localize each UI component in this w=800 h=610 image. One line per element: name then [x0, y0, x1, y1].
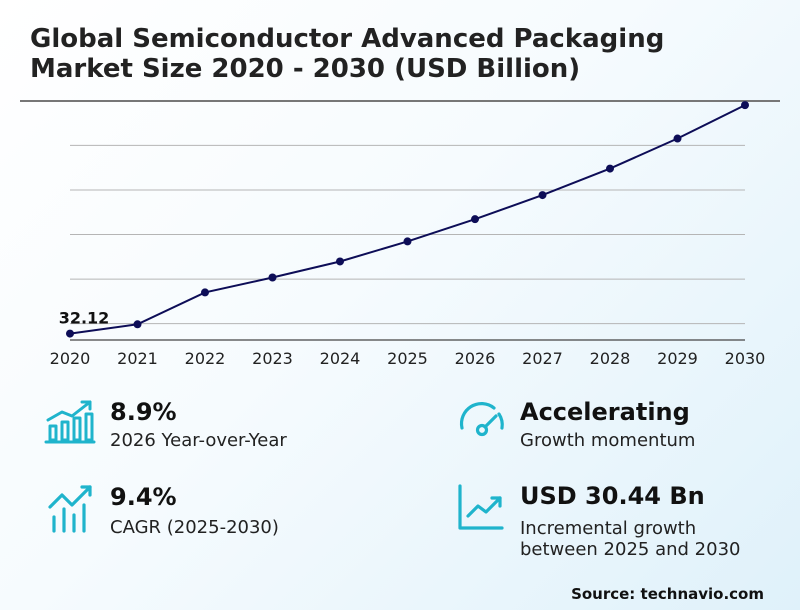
source-credit: Source: technavio.com [571, 585, 764, 603]
stat-yoy-value: 8.9% [110, 398, 177, 426]
stat-yoy-label: 2026 Year-over-Year [110, 430, 287, 451]
stat-incremental-value: USD 30.44 Bn [520, 482, 705, 510]
gauge-icon [459, 402, 504, 437]
chart-title: Global Semiconductor Advanced Packaging … [30, 24, 664, 84]
bar-chart-growth-icon [44, 400, 96, 444]
stat-cagr-label: CAGR (2025-2030) [110, 517, 279, 538]
x-tick-label-2022: 2022 [185, 349, 226, 368]
title-divider [20, 100, 780, 102]
stat-incremental-label-1: Incremental growth [520, 518, 697, 539]
data-point-2025 [403, 237, 412, 246]
x-tick-label-2026: 2026 [455, 349, 496, 368]
x-tick-label-2027: 2027 [522, 349, 563, 368]
title-line-1: Global Semiconductor Advanced Packaging [30, 24, 665, 54]
x-tick-label-2024: 2024 [320, 349, 361, 368]
x-tick-label-2025: 2025 [387, 349, 428, 368]
data-point-2024 [336, 257, 344, 266]
data-point-2030 [741, 101, 749, 110]
stat-momentum-value: Accelerating [520, 398, 690, 426]
x-tick-label-2020: 2020 [50, 349, 91, 368]
data-point-2022 [201, 288, 209, 297]
x-tick-label-2021: 2021 [117, 349, 158, 368]
stat-incremental-label-2: between 2025 and 2030 [520, 539, 741, 560]
data-point-2023 [268, 273, 277, 282]
stat-cagr-value: 9.4% [110, 483, 177, 511]
data-point-2029 [673, 134, 682, 143]
data-point-2028 [606, 164, 614, 173]
trend-bars-icon [48, 485, 92, 533]
data-point-2021 [133, 320, 142, 329]
data-point-2026 [471, 215, 479, 224]
x-tick-label-2029: 2029 [657, 349, 698, 368]
line-chart-up-icon [458, 484, 504, 530]
series-line [69, 104, 746, 335]
data-label-2020: 32.12 [59, 309, 110, 328]
x-tick-label-2028: 2028 [590, 349, 631, 368]
x-tick-label-2030: 2030 [725, 349, 766, 368]
data-point-2027 [538, 191, 547, 200]
line-chart: 2020 2021 2022 2023 2024 2025 2026 2027 2028 2029… [50, 101, 766, 368]
stat-momentum-label: Growth momentum [520, 430, 696, 451]
x-tick-label-2023: 2023 [252, 349, 293, 368]
data-point-2020 [66, 329, 74, 338]
title-line-2: Market Size 2020 - 2030 (USD Billion) [30, 54, 581, 84]
